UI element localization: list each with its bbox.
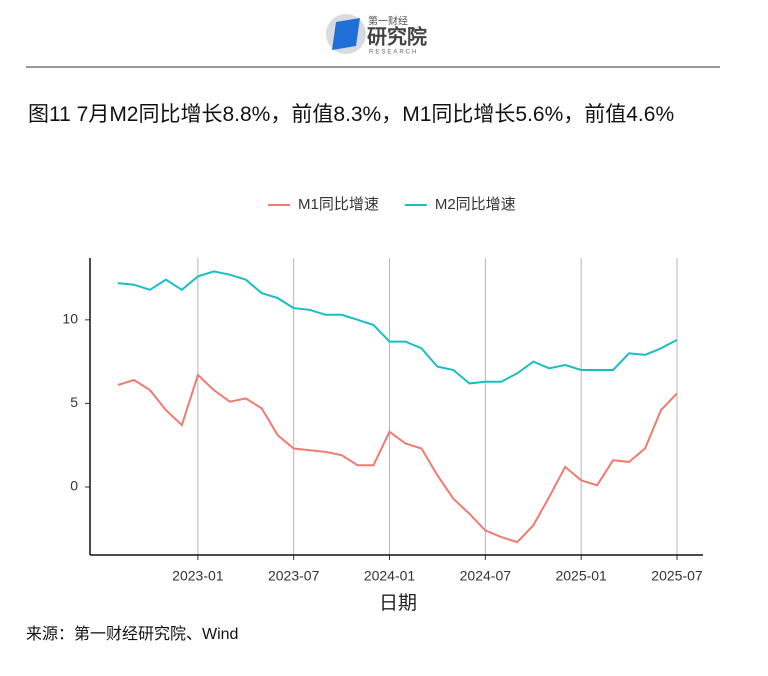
- series-line: [117, 270, 678, 385]
- x-tick-label: 2023-01: [172, 568, 224, 584]
- x-tick-label: 2025-07: [651, 568, 703, 584]
- y-tick-label: 5: [70, 394, 78, 410]
- x-tick-label: 2024-07: [460, 568, 512, 584]
- y-tick-label: 10: [62, 311, 78, 327]
- x-axis-label: 日期: [379, 592, 417, 614]
- logo-top: 第一财经: [368, 15, 408, 28]
- logo: 第一财经 研究院 RESEARCH: [326, 14, 427, 56]
- x-tick-label: 2024-01: [364, 568, 416, 584]
- logo-icon: [332, 18, 360, 50]
- source: 来源：第一财经研究院、Wind: [26, 625, 238, 643]
- logo-sub: RESEARCH: [369, 50, 418, 56]
- x-tick-label: 2023-07: [268, 568, 320, 584]
- legend-label: M1同比增速: [298, 196, 379, 213]
- x-tick-label: 2025-01: [555, 568, 607, 584]
- logo-main: 研究院: [367, 24, 427, 48]
- chart-title: 图11 7月M2同比增长8.8%，前值8.3%，M1同比增长5.6%，前值4.6…: [28, 103, 675, 126]
- legend-label: M2同比增速: [435, 196, 516, 213]
- series-line: [117, 373, 678, 544]
- y-tick-label: 0: [70, 478, 78, 494]
